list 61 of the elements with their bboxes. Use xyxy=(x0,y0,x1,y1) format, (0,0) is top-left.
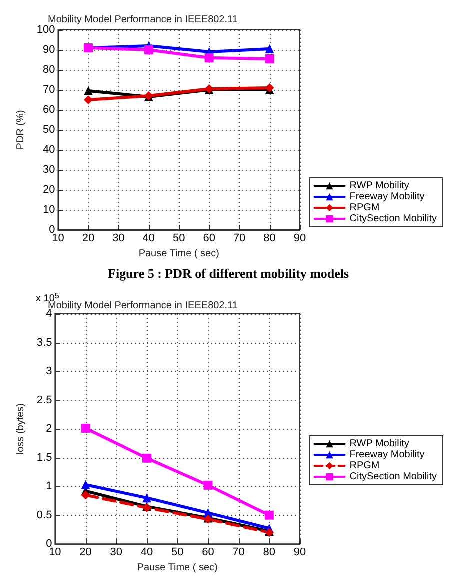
legend-label: Freeway Mobility xyxy=(350,192,425,202)
chart-title: Mobility Model Performance in IEEE802.11 xyxy=(48,14,238,26)
point xyxy=(81,490,90,500)
x-tick-label: 50 xyxy=(171,546,184,559)
x-tick-label: 80 xyxy=(264,232,276,244)
legend-label: CitySection Mobility xyxy=(350,472,438,482)
x-tick-label: 30 xyxy=(110,546,123,559)
y-tick-label: 1.5 xyxy=(36,452,52,464)
caption: Figure 5 : PDR of different mobility models xyxy=(108,266,350,281)
point xyxy=(84,86,93,96)
point xyxy=(204,54,214,62)
y-tick-label: 20 xyxy=(43,184,56,196)
y-tick-label: 10 xyxy=(43,204,56,216)
y-axis-title: PDR (%) xyxy=(16,110,26,150)
y-tick-label: 80 xyxy=(43,64,56,76)
x-tick-label: 60 xyxy=(203,232,216,244)
y-tick-label: 50 xyxy=(43,124,56,136)
point xyxy=(144,46,154,54)
x-tick-label: 40 xyxy=(142,232,156,244)
point xyxy=(265,54,274,64)
y-tick-label: 60 xyxy=(43,104,56,116)
point xyxy=(81,424,90,433)
legend-label: RWP Mobility xyxy=(350,438,410,450)
point xyxy=(84,96,93,104)
y-tick-label: 2.5 xyxy=(36,394,52,406)
y-tick-label: 0.5 xyxy=(36,509,52,522)
y-tick-label: 4 xyxy=(46,308,52,320)
x-tick-label: 70 xyxy=(233,232,246,244)
y-tick-label: 100 xyxy=(36,24,56,36)
x-tick-label: 50 xyxy=(173,232,186,244)
point xyxy=(142,454,152,463)
y-tick-label: 90 xyxy=(43,44,56,56)
y-tick-label: 30 xyxy=(43,164,56,176)
y-tick-label: 3.5 xyxy=(36,336,52,349)
point xyxy=(204,480,213,490)
y-tick-label: 1 xyxy=(46,480,52,493)
x-tick-label: 40 xyxy=(140,546,154,559)
point xyxy=(81,480,90,490)
legend-label: RWP Mobility xyxy=(350,180,410,192)
point xyxy=(265,44,274,54)
point xyxy=(264,510,274,520)
y-tick-label: 70 xyxy=(43,84,56,96)
legend-label: RPGM xyxy=(350,460,380,472)
point xyxy=(142,494,152,503)
x-tick-label: 70 xyxy=(232,546,245,559)
x-tick-label: 90 xyxy=(294,232,306,244)
y-tick-label: 40 xyxy=(43,144,56,156)
y-axis-title: loss (bytes) xyxy=(16,403,26,455)
x-tick-label: 20 xyxy=(82,232,95,244)
legend-label: CitySection Mobility xyxy=(350,214,438,224)
y-tick-label: 3 xyxy=(46,366,52,378)
x-axis-title: Pause Time ( sec) xyxy=(138,248,220,260)
x-tick-label: 20 xyxy=(80,546,92,559)
y-tick-label: 2 xyxy=(46,423,52,436)
x-tick-label: 30 xyxy=(112,232,125,244)
x-tick-label: 60 xyxy=(202,546,214,559)
x-tick-label: 90 xyxy=(294,546,306,559)
x-axis-title: Pause Time ( sec) xyxy=(137,562,218,574)
legend-label: RPGM xyxy=(350,202,380,214)
x-tick-label: 80 xyxy=(263,546,276,559)
legend-label: Freeway Mobility xyxy=(350,450,425,460)
